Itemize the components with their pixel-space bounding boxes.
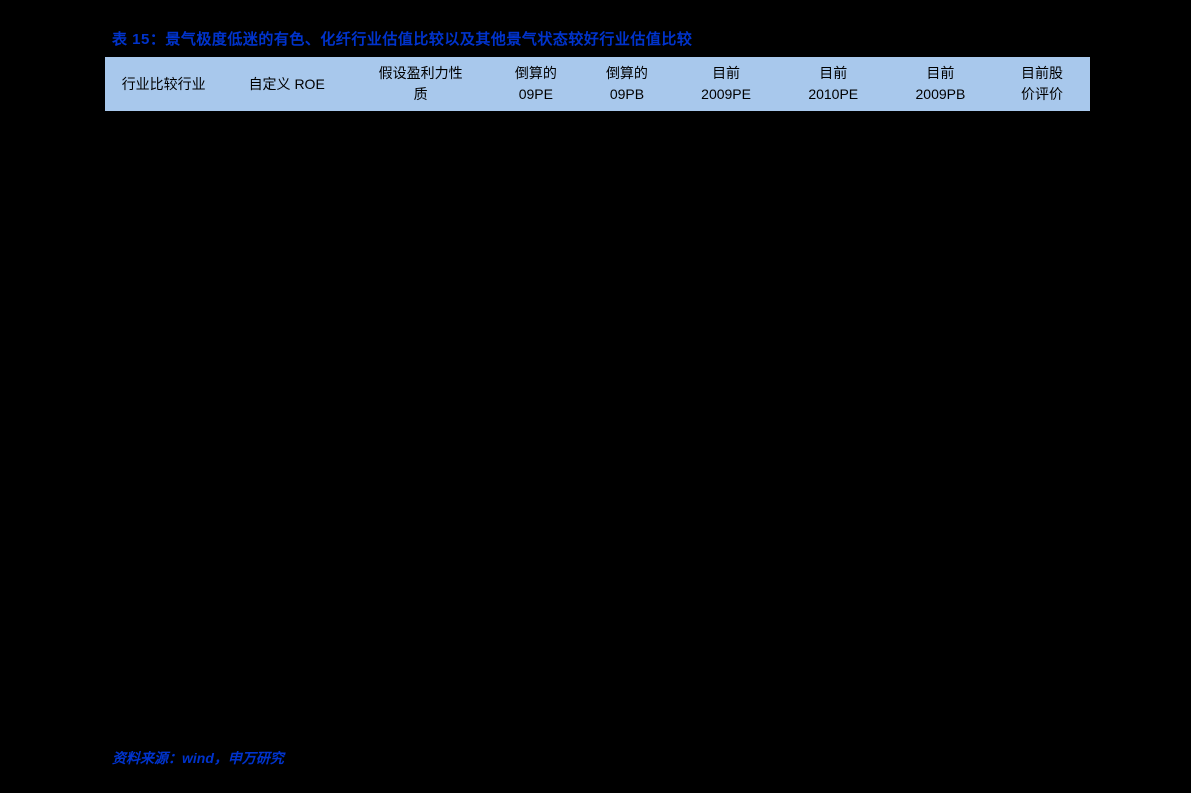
table-header-row: 行业比较行业 自定义 ROE 假设盈利力性 质 倒算的 09PE xyxy=(105,57,1091,112)
table-title: 表 15：景气极度低迷的有色、化纤行业估值比较以及其他景气状态较好行业估值比较 xyxy=(112,28,692,49)
document-page: 表 15：景气极度低迷的有色、化纤行业估值比较以及其他景气状态较好行业估值比较 … xyxy=(0,0,1191,793)
col-profitability-nature: 假设盈利力性 质 xyxy=(351,57,490,112)
col-current-2010pe: 目前 2010PE xyxy=(780,57,887,112)
col-custom-roe: 自定义 ROE xyxy=(222,57,351,112)
col-implied-09pb: 倒算的 09PB xyxy=(581,57,672,112)
data-source-note: 资料来源：wind，申万研究 xyxy=(112,748,284,768)
table-container: 行业比较行业 自定义 ROE 假设盈利力性 质 倒算的 09PE xyxy=(104,56,1091,112)
col-current-2009pe: 目前 2009PE xyxy=(672,57,779,112)
col-current-2009pb: 目前 2009PB xyxy=(887,57,994,112)
col-current-price-evaluation: 目前股 价评价 xyxy=(994,57,1091,112)
valuation-comparison-table: 行业比较行业 自定义 ROE 假设盈利力性 质 倒算的 09PE xyxy=(104,56,1091,112)
col-industry: 行业比较行业 xyxy=(105,57,223,112)
col-implied-09pe: 倒算的 09PE xyxy=(490,57,581,112)
